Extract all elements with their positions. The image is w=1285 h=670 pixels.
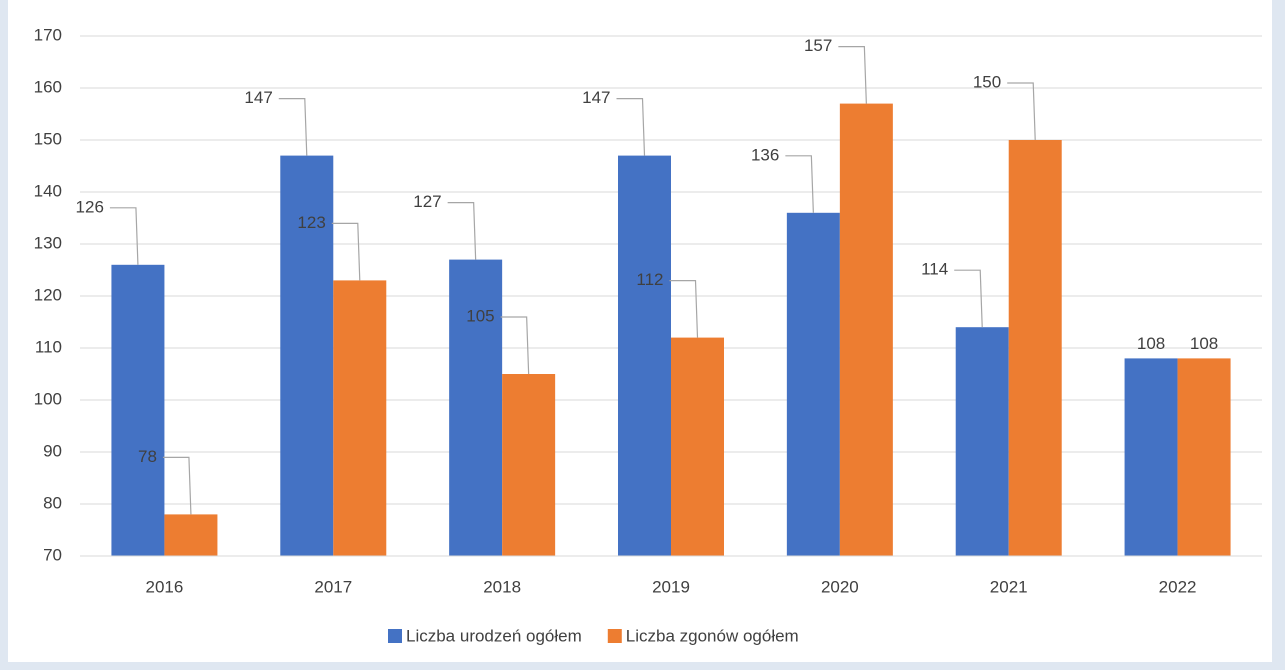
y-tick-label: 150 xyxy=(34,129,62,148)
x-tick-label: 2019 xyxy=(652,577,690,596)
bar xyxy=(955,327,1009,556)
leader-line xyxy=(500,316,530,375)
bar xyxy=(839,103,893,556)
bar xyxy=(502,374,556,556)
data-label: 108 xyxy=(1137,334,1165,353)
bar xyxy=(618,155,671,556)
y-tick-label: 80 xyxy=(43,493,62,512)
leader-line xyxy=(616,98,646,156)
bar xyxy=(1124,358,1178,556)
legend-swatch xyxy=(607,629,622,643)
data-label: 150 xyxy=(973,72,1001,91)
leader-line xyxy=(954,269,983,328)
bar xyxy=(280,155,334,556)
x-tick-label: 2022 xyxy=(1159,577,1197,596)
data-label: 126 xyxy=(76,197,104,216)
leader-line xyxy=(162,456,192,515)
bar xyxy=(786,212,840,557)
bar xyxy=(164,514,218,556)
y-tick-label: 140 xyxy=(34,181,62,200)
data-label: 112 xyxy=(636,270,663,289)
y-tick-label: 90 xyxy=(43,441,62,460)
bar xyxy=(1177,358,1231,556)
y-tick-label: 70 xyxy=(43,545,62,564)
y-tick-label: 120 xyxy=(34,285,62,304)
legend-swatch xyxy=(388,629,402,643)
x-tick-label: 2021 xyxy=(990,577,1028,596)
data-label: 127 xyxy=(413,192,441,211)
leader-line xyxy=(447,202,477,260)
data-label: 136 xyxy=(751,145,779,164)
leader-line xyxy=(331,222,361,281)
y-tick-label: 130 xyxy=(34,233,62,252)
leader-line xyxy=(838,46,867,104)
bar xyxy=(1008,140,1062,556)
y-tick-label: 110 xyxy=(35,337,62,356)
leader-line xyxy=(1007,82,1036,141)
bar xyxy=(333,280,387,556)
data-label: 105 xyxy=(466,306,494,325)
x-tick-label: 2020 xyxy=(821,577,859,596)
data-label: 114 xyxy=(921,260,948,279)
y-tick-label: 100 xyxy=(34,389,62,408)
bar xyxy=(671,337,724,556)
data-label: 157 xyxy=(804,36,832,55)
legend-label: Liczba zgonów ogółem xyxy=(626,626,799,645)
x-tick-label: 2017 xyxy=(314,577,352,596)
data-label: 147 xyxy=(244,88,272,107)
leader-line xyxy=(278,98,308,156)
x-tick-label: 2018 xyxy=(483,577,521,596)
leader-line xyxy=(109,207,139,265)
x-tick-label: 2016 xyxy=(146,577,184,596)
data-label: 123 xyxy=(297,213,325,232)
leader-line xyxy=(785,155,814,213)
leader-line xyxy=(669,280,699,338)
data-label: 147 xyxy=(582,88,610,107)
data-label: 78 xyxy=(138,447,157,466)
bar xyxy=(449,259,503,556)
data-label: 108 xyxy=(1190,334,1218,353)
y-tick-label: 160 xyxy=(34,77,62,96)
y-tick-label: 170 xyxy=(34,25,62,44)
legend-label: Liczba urodzeń ogółem xyxy=(406,626,582,645)
bar xyxy=(111,264,165,556)
